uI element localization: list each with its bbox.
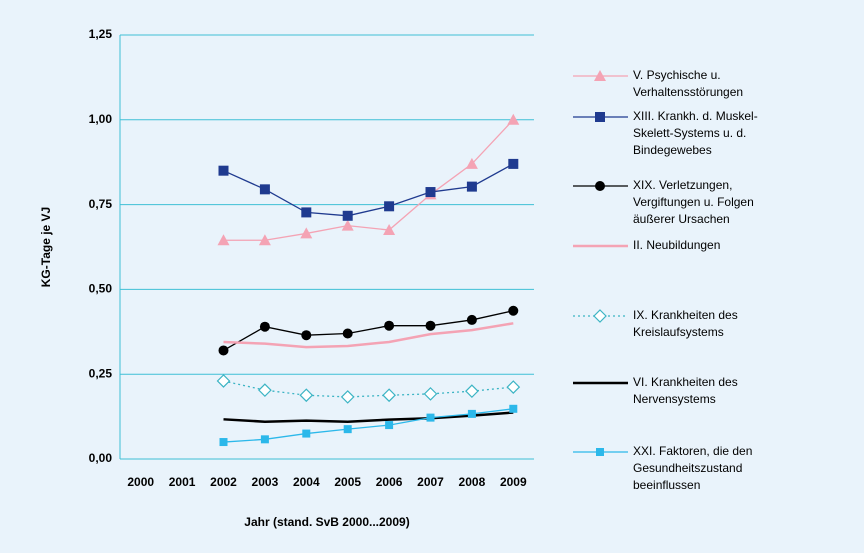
point [467, 409, 476, 418]
point [300, 227, 313, 239]
point [219, 438, 228, 447]
legend-label: IX. Krankheiten des Kreislaufsystems [633, 308, 738, 339]
x-tick-label: 2004 [293, 475, 320, 489]
point [218, 345, 229, 356]
point [301, 330, 312, 341]
point [343, 425, 352, 434]
point [385, 421, 394, 430]
series-line [223, 322, 514, 349]
y-axis-title: KG-Tage je VJ [39, 207, 53, 287]
point [466, 314, 477, 325]
legend-label: VI. Krankheiten des Nervensystems [633, 375, 738, 406]
legend-label: XIII. Krankh. d. Muskel-Skelett-Systems … [633, 109, 758, 157]
x-tick-label: 2006 [376, 475, 403, 489]
x-axis-title: Jahr (stand. SvB 2000...2009) [244, 515, 409, 529]
point [384, 201, 395, 212]
x-tick-label: 2008 [459, 475, 486, 489]
legend-label: II. Neubildungen [633, 238, 720, 252]
point [595, 112, 605, 122]
point [508, 305, 519, 316]
point [299, 388, 314, 403]
x-tick-label: 2005 [334, 475, 361, 489]
point [508, 158, 519, 169]
legend-label: XIX. Verletzungen, Vergiftungen u. Folgen… [633, 178, 754, 226]
point [509, 404, 518, 413]
point [466, 181, 477, 192]
x-tick-label: 2001 [169, 475, 196, 489]
point [216, 374, 231, 388]
point [594, 70, 606, 81]
point [258, 234, 271, 246]
legend-label: XXI. Faktoren, die den Gesundheitszustand… [633, 444, 752, 492]
series-line [223, 411, 514, 423]
point [260, 435, 269, 444]
y-tick-label: 1,00 [89, 112, 113, 126]
point [596, 448, 604, 456]
point [259, 184, 270, 195]
y-tick-label: 0,50 [89, 282, 113, 296]
point [465, 157, 478, 169]
point [425, 187, 436, 198]
series-line [223, 163, 514, 217]
point [302, 429, 311, 438]
x-tick-label: 2009 [500, 475, 527, 489]
point [340, 390, 355, 404]
point [217, 234, 230, 246]
point [342, 328, 353, 339]
point [383, 224, 396, 236]
y-tick-label: 0,75 [89, 197, 113, 211]
point [593, 309, 607, 323]
x-tick-label: 2000 [127, 475, 154, 489]
point [258, 383, 272, 397]
point [259, 321, 270, 332]
series-line [223, 380, 514, 398]
point [506, 380, 521, 394]
point [423, 387, 438, 401]
point [465, 384, 479, 399]
point [595, 181, 605, 191]
point [341, 219, 354, 231]
point [301, 207, 312, 218]
point [507, 113, 520, 125]
legend-label: V. Psychische u. Verhaltensstörungen [633, 68, 743, 99]
point [384, 320, 395, 331]
point [382, 388, 396, 403]
x-tick-label: 2003 [252, 475, 279, 489]
series-line [223, 408, 514, 443]
x-tick-label: 2007 [417, 475, 444, 489]
series-line [223, 310, 514, 352]
point [218, 165, 229, 176]
x-tick-label: 2002 [210, 475, 237, 489]
series-line [223, 119, 514, 241]
point [426, 413, 435, 422]
y-tick-label: 1,25 [89, 27, 113, 41]
point [342, 210, 353, 221]
y-tick-label: 0,25 [89, 366, 113, 380]
y-tick-label: 0,00 [89, 451, 113, 465]
point [425, 320, 436, 331]
